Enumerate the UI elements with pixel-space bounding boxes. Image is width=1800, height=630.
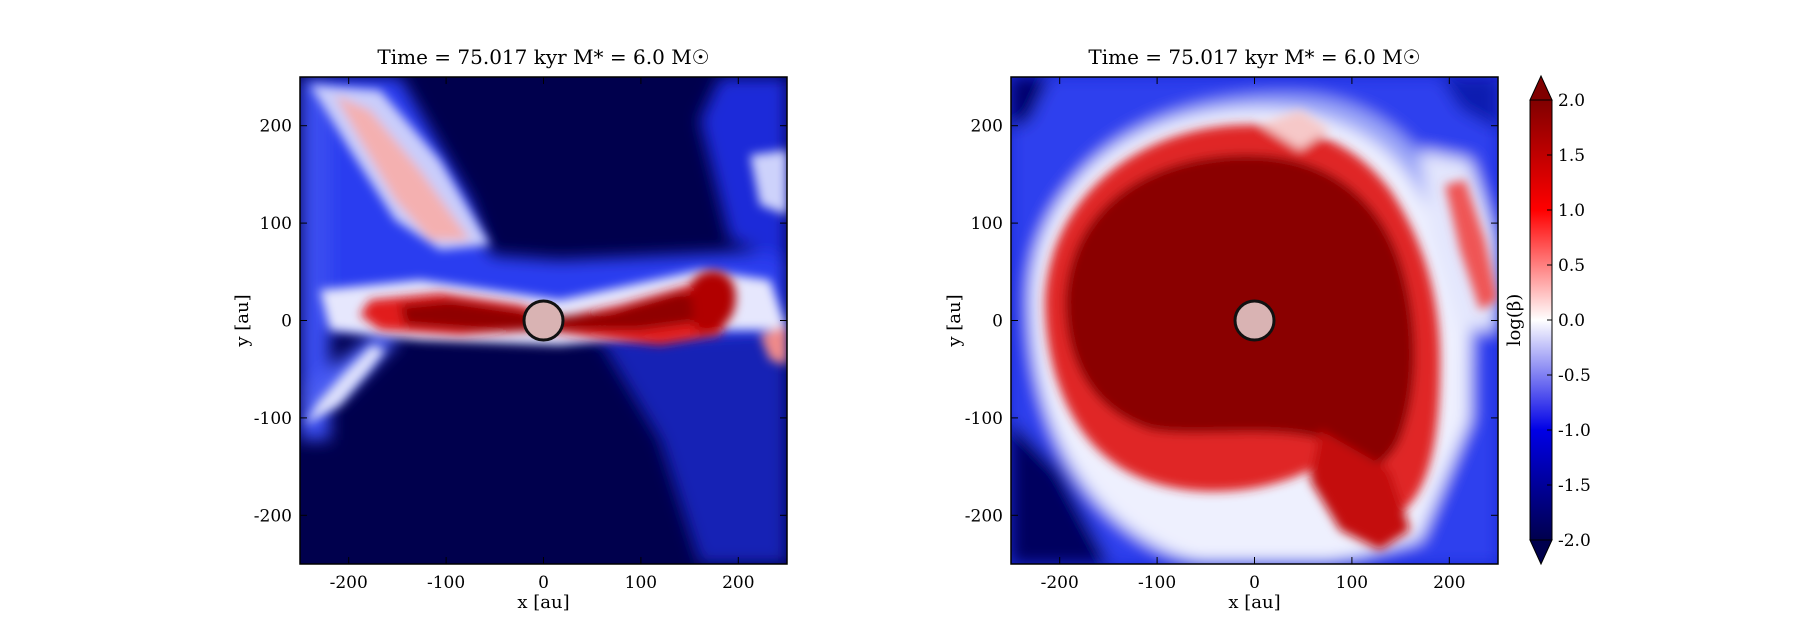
right-arm-lower <box>1310 430 1410 550</box>
right-x-tick-label: -100 <box>1138 573 1176 593</box>
left-shell-right <box>700 77 787 260</box>
colorbar-extend-min <box>1529 539 1553 566</box>
right-chart-title: Time = 75.017 kyr M* = 6.0 M☉ <box>1088 45 1420 69</box>
left-fan-pink <box>335 95 470 240</box>
left-jet-white <box>305 345 385 425</box>
colorbar-tick-label: 2.0 <box>1558 91 1585 111</box>
left-x-tick-label: 0 <box>538 573 549 593</box>
right-y-tick-label: -100 <box>965 409 1003 429</box>
colorbar-tick-label: 1.0 <box>1558 201 1585 221</box>
right-star-marker <box>1233 299 1276 342</box>
colorbar-extend-max <box>1529 74 1553 101</box>
right-y-tick-label: -200 <box>965 506 1003 526</box>
left-x-ticks: -200 -100 0 100 200 <box>330 77 755 593</box>
left-shell-lower-right <box>600 330 787 564</box>
left-panel: -200 -100 0 100 200 -200 -100 0 100 200 Time = 7… <box>232 45 788 613</box>
left-y-tick-label: 200 <box>260 117 292 137</box>
colorbar-tick-label: -1.0 <box>1558 421 1591 441</box>
right-y-tick-label: 0 <box>992 312 1003 332</box>
colorbar-tick-label: 0.5 <box>1558 256 1585 276</box>
left-right-pink <box>760 325 787 365</box>
right-x-axis-label: x [au] <box>1228 592 1280 613</box>
colorbar-tick-label: -0.5 <box>1558 366 1591 386</box>
left-disk-core <box>400 292 705 330</box>
right-x-tick-label: -200 <box>1041 573 1079 593</box>
colorbar-tick-label: -2.0 <box>1558 531 1591 551</box>
left-y-tick-label: -200 <box>254 506 292 526</box>
colorbar-tick-label: -1.5 <box>1558 476 1591 496</box>
colorbar-tick-label: 0.0 <box>1558 311 1585 331</box>
colorbar: 2.0 1.5 1.0 0.5 0.0 -0.5 -1.0 -1.5 -2.0 log(β) <box>1504 74 1591 566</box>
right-arc-red <box>1445 180 1498 310</box>
left-y-ticks: -200 -100 0 100 200 <box>254 117 787 526</box>
right-y-tick-label: 200 <box>971 117 1003 137</box>
right-x-tick-label: 100 <box>1336 573 1368 593</box>
left-shell-left-edge <box>300 77 330 440</box>
right-y-axis-label: y [au] <box>944 294 965 347</box>
right-corner-dark-ll <box>1011 420 1110 564</box>
colorbar-tick-label: 1.5 <box>1558 146 1585 166</box>
left-right-white <box>750 150 787 215</box>
left-y-tick-label: 0 <box>281 312 292 332</box>
right-corner-dark-ul <box>1011 77 1050 130</box>
left-disk-lobe <box>690 270 736 333</box>
right-y-tick-label: 100 <box>971 214 1003 234</box>
right-x-tick-label: 200 <box>1433 573 1465 593</box>
left-x-tick-label: -200 <box>330 573 368 593</box>
left-chart-title: Time = 75.017 kyr M* = 6.0 M☉ <box>377 45 709 69</box>
right-x-tick-label: 0 <box>1249 573 1260 593</box>
left-y-tick-label: 100 <box>260 214 292 234</box>
left-x-axis-label: x [au] <box>517 592 569 613</box>
left-x-tick-label: -100 <box>427 573 465 593</box>
left-x-tick-label: 200 <box>722 573 754 593</box>
right-top-bridge <box>1260 110 1330 150</box>
right-corner-dark-ur <box>1440 77 1498 130</box>
right-panel: -200 -100 0 100 200 -200 -100 0 100 200 Time = 7… <box>944 45 1499 613</box>
left-y-tick-label: -100 <box>254 409 292 429</box>
left-x-tick-label: 100 <box>625 573 657 593</box>
left-star-marker <box>522 299 565 342</box>
right-x-ticks: -200 -100 0 100 200 <box>1041 77 1466 593</box>
colorbar-label: log(β) <box>1504 294 1525 347</box>
colorbar-ticks: 2.0 1.5 1.0 0.5 0.0 -0.5 -1.0 -1.5 -2.0 <box>1547 91 1591 551</box>
right-y-ticks: -200 -100 0 100 200 <box>965 117 1498 526</box>
left-y-axis-label: y [au] <box>232 294 253 347</box>
